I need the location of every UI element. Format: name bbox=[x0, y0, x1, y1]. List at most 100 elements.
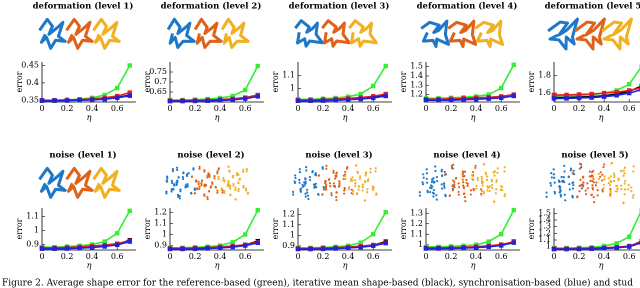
series-marker bbox=[423, 97, 429, 103]
series-marker bbox=[499, 243, 504, 248]
shape-point bbox=[308, 178, 312, 182]
series-marker bbox=[576, 92, 582, 97]
shape-point bbox=[314, 173, 317, 176]
shape-point bbox=[292, 190, 295, 194]
shape-point bbox=[480, 190, 484, 193]
shape-point bbox=[323, 181, 327, 184]
shape-point bbox=[564, 199, 567, 202]
shape-point bbox=[440, 174, 444, 177]
series-marker bbox=[64, 98, 70, 103]
shape-point bbox=[304, 178, 307, 181]
shape-point bbox=[177, 195, 180, 198]
shape-point bbox=[632, 194, 635, 197]
x-tick-label: 0 bbox=[39, 104, 44, 113]
shape-point bbox=[596, 189, 599, 192]
shape-point bbox=[571, 171, 575, 174]
shape-point bbox=[422, 176, 425, 179]
shape-point bbox=[440, 168, 443, 171]
shape-point bbox=[299, 187, 302, 190]
shape-point bbox=[187, 172, 190, 175]
shape-point bbox=[361, 183, 364, 186]
x-axis-label: η bbox=[471, 261, 476, 270]
y-axis-label: error bbox=[143, 71, 152, 92]
shape-point bbox=[452, 183, 455, 187]
shape-point bbox=[311, 170, 314, 173]
shape-point bbox=[580, 166, 583, 169]
shape-point bbox=[317, 193, 320, 196]
x-tick-label: 0 bbox=[423, 252, 428, 261]
shape-point bbox=[211, 182, 214, 186]
y-tick-label: 1.1 bbox=[154, 218, 167, 227]
shape-point bbox=[632, 165, 635, 168]
shape-outline bbox=[447, 19, 478, 49]
shape-point bbox=[321, 166, 324, 169]
shape-point bbox=[193, 192, 196, 195]
shape-point bbox=[307, 197, 310, 201]
series-marker bbox=[345, 97, 351, 102]
y-axis-label: error bbox=[527, 71, 536, 92]
shape-point bbox=[426, 181, 429, 184]
y-tick-label: 1.5 bbox=[410, 62, 423, 71]
shape-point bbox=[343, 189, 346, 192]
x-tick-label: 0.6 bbox=[495, 104, 508, 113]
shape-point bbox=[322, 188, 325, 191]
series-marker bbox=[511, 240, 516, 245]
shape-point bbox=[558, 188, 562, 191]
y-tick-label: 1.1 bbox=[410, 229, 423, 238]
series-marker bbox=[564, 96, 569, 101]
series-marker bbox=[627, 234, 632, 239]
series-marker bbox=[511, 93, 516, 99]
shape-point bbox=[496, 167, 499, 170]
shape-point bbox=[203, 185, 206, 188]
shape-point bbox=[185, 183, 188, 186]
shape-point bbox=[588, 175, 591, 178]
shape-point bbox=[221, 191, 224, 194]
series-line bbox=[426, 209, 515, 248]
shape-point bbox=[354, 164, 358, 167]
shape-point bbox=[418, 194, 421, 197]
shape-point bbox=[179, 190, 182, 193]
shape-point bbox=[299, 190, 302, 193]
chart-title: noise (level 4) bbox=[433, 150, 500, 161]
shape-point bbox=[172, 188, 175, 191]
shape-point bbox=[223, 191, 226, 195]
shape-point bbox=[235, 172, 239, 175]
shape-point bbox=[206, 197, 209, 201]
shape-point bbox=[476, 178, 479, 182]
shape-point bbox=[462, 181, 465, 184]
shape-point bbox=[549, 184, 553, 187]
y-tick-label: 1 bbox=[162, 230, 167, 239]
y-tick-label: 0.65 bbox=[149, 87, 167, 96]
shape-outline bbox=[92, 166, 121, 199]
series-marker bbox=[243, 243, 248, 248]
shape-point bbox=[471, 170, 475, 174]
shape-point bbox=[190, 192, 193, 195]
shape-point bbox=[496, 171, 499, 174]
series-marker bbox=[486, 96, 491, 101]
shape-point bbox=[305, 166, 308, 169]
shape-point bbox=[350, 178, 353, 181]
x-tick-label: 0.6 bbox=[111, 252, 124, 261]
x-tick-label: 0.2 bbox=[445, 252, 458, 261]
shape-point bbox=[488, 185, 492, 188]
shape-point bbox=[335, 172, 338, 175]
shape-point bbox=[227, 179, 230, 183]
shape-point bbox=[351, 176, 354, 179]
shape-point bbox=[481, 184, 484, 187]
shape-point bbox=[630, 186, 633, 189]
shape-point bbox=[171, 169, 175, 173]
x-tick-label: 0.4 bbox=[214, 252, 227, 261]
shape-point bbox=[457, 182, 460, 185]
shape-point bbox=[200, 182, 203, 185]
series-marker bbox=[89, 97, 95, 103]
series-marker bbox=[127, 63, 132, 68]
shape-point bbox=[348, 186, 351, 189]
series-marker bbox=[358, 244, 363, 250]
shape-outline bbox=[574, 17, 606, 51]
shape-point bbox=[165, 192, 168, 195]
series-marker bbox=[77, 98, 82, 103]
series-marker bbox=[255, 63, 260, 69]
y-tick-label: 0.7 bbox=[154, 77, 167, 86]
shape-point bbox=[206, 174, 209, 177]
y-tick-label: 1.6 bbox=[538, 88, 551, 97]
